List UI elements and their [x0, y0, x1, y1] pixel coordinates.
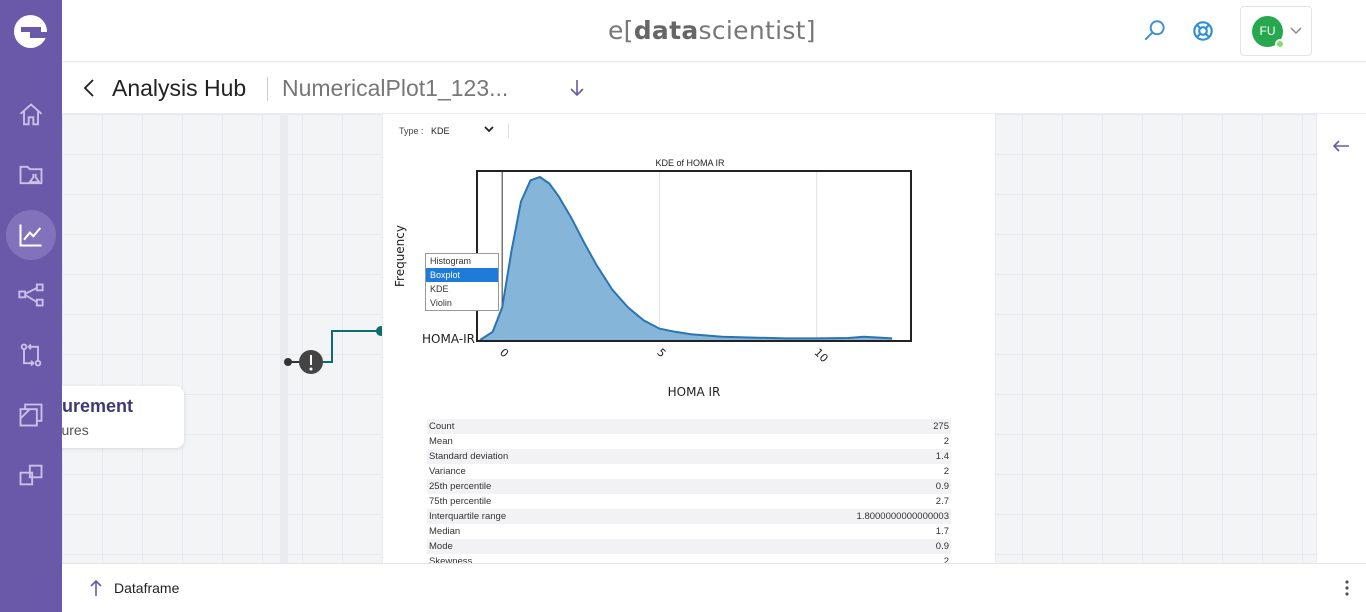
- stat-label: Skewness: [429, 556, 473, 563]
- online-status-dot: [1275, 39, 1285, 49]
- folder-flask-icon[interactable]: [6, 150, 56, 200]
- x-tick-label: 0: [497, 346, 511, 360]
- stat-value: 2.7: [935, 496, 949, 507]
- x-tick-label: 5: [654, 346, 668, 360]
- stat-label: 25th percentile: [429, 481, 492, 492]
- stat-label: Variance: [429, 466, 466, 477]
- dropdown-option[interactable]: Histogram: [430, 256, 472, 266]
- chevron-down-icon[interactable]: [483, 123, 495, 135]
- share-nodes-icon[interactable]: [6, 270, 56, 320]
- back-arrow-icon[interactable]: [80, 77, 100, 99]
- stat-label: Mean: [429, 436, 453, 447]
- top-header: e[datascientist] FU: [62, 0, 1366, 62]
- node-title: asurement: [62, 396, 134, 416]
- sidebar: [0, 0, 62, 612]
- stat-value: 2: [943, 556, 949, 563]
- type-select[interactable]: KDE: [431, 126, 450, 136]
- kde-area: [480, 177, 893, 340]
- arrow-left-icon[interactable]: [1331, 136, 1351, 156]
- stat-label: Median: [429, 526, 461, 537]
- x-tick-label: 10: [812, 346, 831, 365]
- category-label: HOMA-IR: [422, 332, 475, 346]
- stat-value: 2: [943, 436, 949, 447]
- stat-value: 275: [933, 421, 949, 432]
- more-options-icon[interactable]: [1342, 578, 1352, 598]
- stat-value: 2: [943, 466, 949, 477]
- dataframe-label[interactable]: Dataframe: [114, 580, 180, 596]
- canvas-divider: [280, 114, 288, 563]
- table-row: 25th percentile 0.9: [427, 479, 951, 494]
- plot-type-dropdown[interactable]: Histogram Boxplot KDE Violin: [425, 253, 499, 311]
- breadcrumb: Analysis Hub NumericalPlot1_123...: [62, 63, 1366, 114]
- type-divider: [508, 124, 509, 138]
- dropdown-option[interactable]: Boxplot: [426, 268, 498, 282]
- table-row: 75th percentile 2.7: [427, 494, 951, 509]
- stat-value: 1.7: [935, 526, 949, 537]
- download-icon[interactable]: [567, 77, 587, 99]
- stat-label: Interquartile range: [429, 511, 507, 522]
- search-icon[interactable]: [1142, 18, 1168, 44]
- dropdown-option[interactable]: Violin: [430, 298, 452, 308]
- table-row: Mean 2: [427, 434, 951, 449]
- type-label: Type :: [399, 126, 424, 136]
- chevron-down-icon: [1290, 27, 1302, 34]
- layers-icon[interactable]: [6, 390, 56, 440]
- stat-value: 1.8000000000000003: [856, 511, 949, 522]
- x-axis-label: HOMA IR: [668, 385, 721, 399]
- plot-panel: Type : KDE KDE of HOMA IR Frequency HOMA…: [382, 114, 996, 563]
- user-menu[interactable]: FU: [1240, 6, 1312, 56]
- statistics-table: Count 275 Mean 2 Standard deviation 1.4 Varian…: [427, 419, 951, 563]
- footer-bar: Dataframe: [62, 563, 1366, 612]
- table-row: Interquartile range 1.8000000000000003: [427, 509, 951, 524]
- table-row: Variance 2: [427, 464, 951, 479]
- node-subtitle: eatures: [62, 422, 89, 438]
- stat-label: 75th percentile: [429, 496, 492, 507]
- stat-label: Mode: [429, 541, 453, 552]
- node-connector: [284, 326, 386, 374]
- home-icon[interactable]: [6, 90, 56, 140]
- chart-title: KDE of HOMA IR: [655, 158, 725, 168]
- arrow-up-icon[interactable]: [88, 578, 104, 598]
- kde-chart: KDE of HOMA IR Frequency HOMA-IR HOMA IR…: [393, 158, 912, 399]
- help-lifebuoy-icon[interactable]: [1190, 18, 1216, 44]
- plot-name[interactable]: NumericalPlot1_123...: [282, 75, 509, 101]
- table-row: Skewness 2: [427, 554, 951, 563]
- workflow-node[interactable]: asurement eatures: [62, 386, 184, 448]
- y-axis-label: Frequency: [393, 225, 407, 287]
- table-row: Count 275: [427, 419, 951, 434]
- dropdown-option[interactable]: KDE: [430, 284, 449, 294]
- stat-label: Count: [429, 421, 455, 432]
- stat-value: 0.9: [935, 541, 949, 552]
- right-panel: [1316, 114, 1366, 563]
- chart-line-icon[interactable]: [6, 210, 56, 260]
- stat-label: Standard deviation: [429, 451, 509, 462]
- app-logo[interactable]: [14, 15, 48, 48]
- kde-line: [479, 175, 893, 341]
- page-title: Analysis Hub: [112, 75, 247, 101]
- title-divider: [267, 77, 268, 101]
- table-row: Standard deviation 1.4: [427, 449, 951, 464]
- git-compare-icon[interactable]: [6, 330, 56, 380]
- stat-value: 1.4: [935, 451, 949, 462]
- brand-logo: e[datascientist]: [608, 16, 816, 45]
- workflow-canvas[interactable]: asurement eatures Type : KDE KDE of HOMA…: [62, 114, 1316, 563]
- stat-value: 0.9: [935, 481, 949, 492]
- table-row: Mode 0.9: [427, 539, 951, 554]
- windows-icon[interactable]: [6, 450, 56, 500]
- table-row: Median 1.7: [427, 524, 951, 539]
